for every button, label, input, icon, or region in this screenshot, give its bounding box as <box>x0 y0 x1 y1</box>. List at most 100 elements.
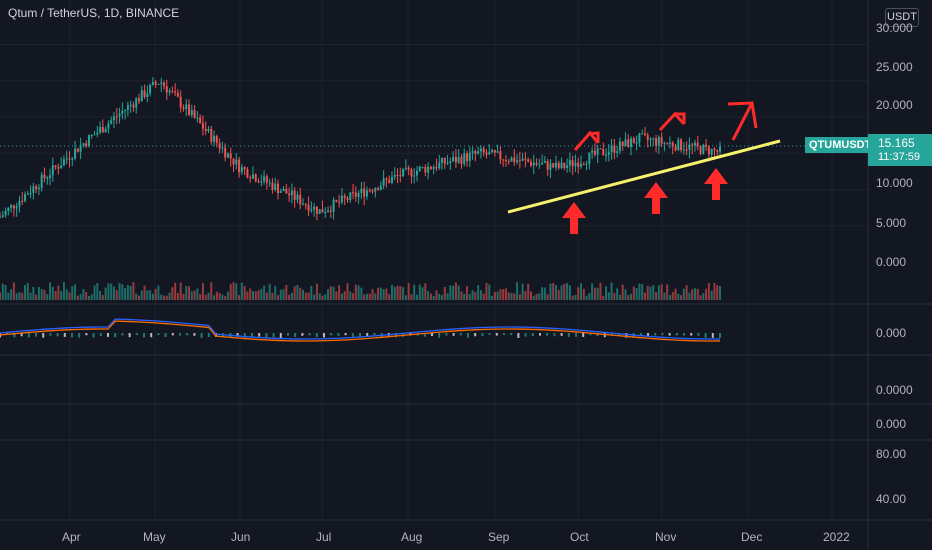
volume-bar <box>449 285 452 300</box>
volume-bar <box>238 295 241 300</box>
candle-body <box>243 167 246 170</box>
volume-bar <box>318 293 321 300</box>
macd-histogram-bar <box>193 333 196 336</box>
volume-bar <box>624 289 627 300</box>
volume-bar <box>635 288 638 300</box>
macd-histogram-bar <box>251 333 253 337</box>
volume-bar <box>307 292 310 300</box>
macd-histogram-bar <box>488 333 491 336</box>
volume-bar <box>441 295 444 300</box>
volume-bar <box>535 293 538 300</box>
candle-body <box>188 104 191 115</box>
candle-body <box>327 210 330 213</box>
macd-histogram-bar <box>20 333 23 337</box>
macd-histogram-bar <box>719 333 721 338</box>
candle-body <box>207 128 210 132</box>
volume-bar <box>140 290 143 300</box>
trendline[interactable] <box>507 139 781 214</box>
candle-body <box>677 139 680 151</box>
candle-body <box>563 162 566 168</box>
volume-bar <box>101 295 104 300</box>
candle-body <box>79 145 82 152</box>
time-tick: 2022 <box>823 530 850 544</box>
candle-body <box>385 178 388 180</box>
volume-bar <box>26 283 29 300</box>
candle-body <box>318 209 321 214</box>
volume-bar <box>549 283 552 300</box>
candle-body <box>315 206 318 214</box>
macd-histogram-bar <box>704 333 707 338</box>
volume-bar <box>51 287 54 300</box>
volume-bar <box>85 291 88 300</box>
candle-body <box>582 163 585 165</box>
candle-body <box>446 162 449 164</box>
volume-bar <box>154 288 157 300</box>
grid <box>0 0 868 520</box>
volume-bar <box>577 287 580 300</box>
candle-body <box>632 138 635 144</box>
candle-body <box>185 104 188 109</box>
candle-body <box>577 162 580 167</box>
candle-body <box>343 195 346 199</box>
volume-bar <box>74 284 77 300</box>
volume-bar <box>168 292 171 300</box>
macd-histogram-bar <box>589 333 592 336</box>
currency-badge[interactable]: USDT <box>885 8 919 27</box>
volume-bar <box>313 294 316 300</box>
macd-histogram-bar <box>359 333 361 338</box>
volume-bar <box>638 283 641 300</box>
macd-histogram-bar <box>661 333 664 336</box>
candle-body <box>246 169 249 178</box>
macd-histogram-bar <box>517 333 520 338</box>
candle-body <box>449 161 452 163</box>
volume-bar <box>240 282 243 300</box>
volume-bar <box>254 291 257 300</box>
volume-bar <box>485 282 488 300</box>
volume-bar <box>276 295 279 300</box>
volume-bar <box>160 294 163 300</box>
candle-body <box>268 182 271 184</box>
volume-bar <box>57 285 60 300</box>
volume-bar <box>632 286 635 300</box>
volume-bar <box>87 295 90 300</box>
volume-bar <box>432 295 435 300</box>
candle-body <box>304 203 307 205</box>
volume-bar <box>174 282 177 300</box>
volume-bar <box>343 291 346 300</box>
macd-histogram-bar <box>179 333 181 336</box>
candle-body <box>96 132 99 135</box>
candle-body <box>224 147 227 158</box>
volume-bar <box>521 283 524 300</box>
macd-histogram-bar <box>157 333 160 336</box>
volume-bar <box>71 286 74 300</box>
annotations[interactable] <box>573 101 758 151</box>
candle-body <box>713 148 716 151</box>
volume-bar <box>524 291 527 300</box>
candle-body <box>646 134 649 140</box>
volume-bar <box>179 282 182 300</box>
volume-bar <box>46 294 49 300</box>
candle-body <box>471 151 474 153</box>
candle-body <box>507 160 510 162</box>
macd-histogram-bar <box>215 333 217 337</box>
candle-body <box>655 138 658 146</box>
candle-body <box>146 93 149 98</box>
macd-histogram-bar <box>35 333 37 337</box>
volume-bar <box>399 286 402 300</box>
candle-body <box>527 159 530 162</box>
volume-bar <box>699 295 702 300</box>
volume-bar <box>415 294 418 300</box>
candle-body <box>479 148 482 152</box>
candle-body <box>463 153 466 164</box>
candle-body <box>296 194 299 200</box>
candle-body <box>360 188 363 194</box>
candle-body <box>35 186 38 190</box>
volume-bar <box>371 289 374 300</box>
volume-bar <box>574 294 577 300</box>
volume-bar <box>62 282 65 300</box>
candle-body <box>176 92 179 97</box>
candle-body <box>40 174 43 188</box>
candle-body <box>396 174 399 176</box>
